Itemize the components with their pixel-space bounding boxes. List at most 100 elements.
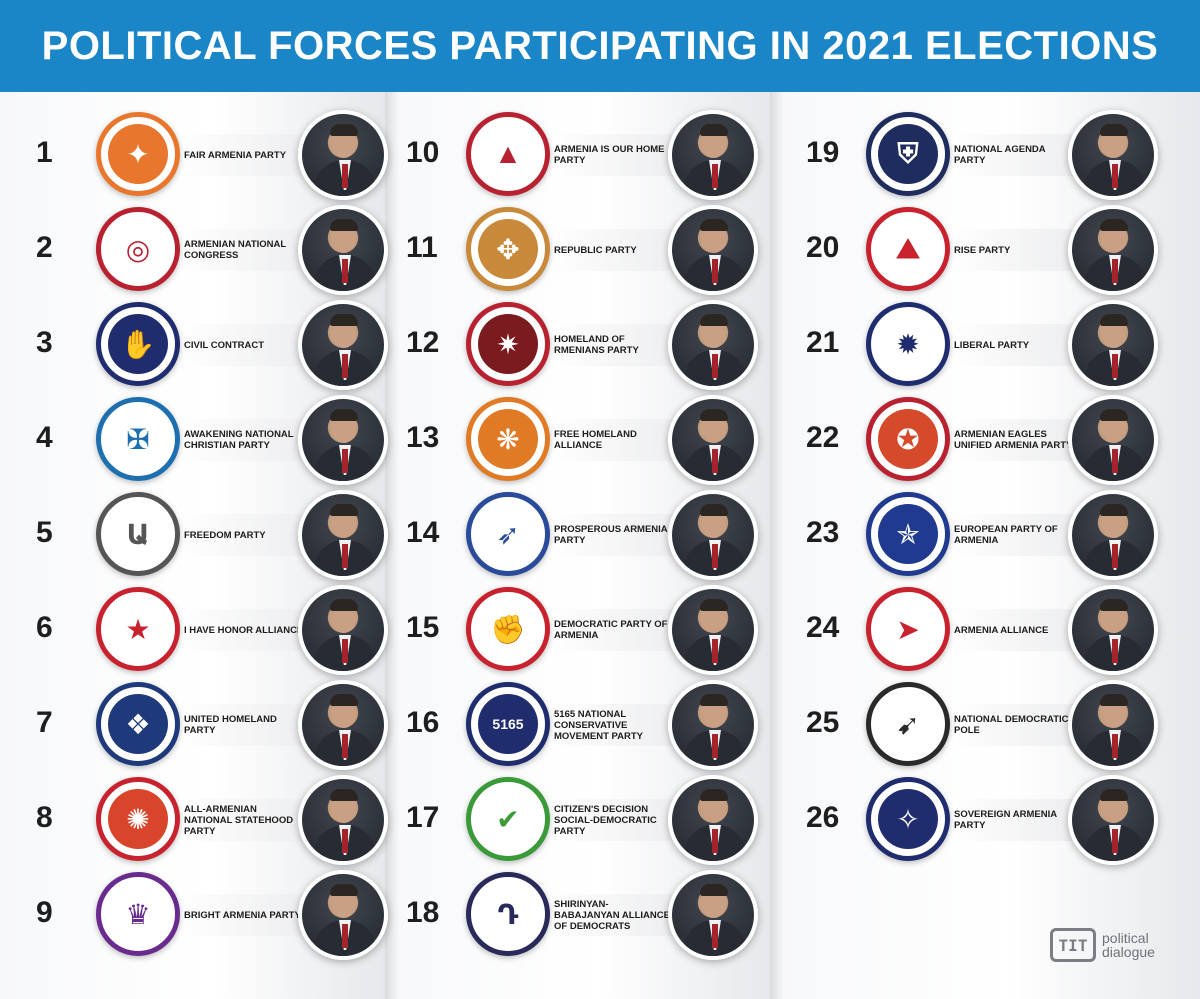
leader-portrait [668,205,758,295]
party-entry: 20 RISE PARTY ⛰ [806,205,1176,297]
party-logo: ✊ [466,587,550,671]
party-emblem-icon: ➹ [878,694,938,754]
party-entry: 24 ARMENIA ALLIANCE ➤ [806,585,1176,677]
leader-portrait [298,205,388,295]
party-entry: 16 5165 NATIONAL CONSERVATIVE MOVEMENT PA… [406,680,776,772]
leader-portrait [668,775,758,865]
party-emblem-icon: ✦ [108,124,168,184]
leader-portrait [1068,775,1158,865]
party-name: ARMENIA ALLIANCE [954,624,1049,636]
party-entry: 7 UNITED HOMELAND PARTY ❖ [36,680,406,772]
party-logo: ⛰ [866,207,950,291]
party-number: 24 [806,611,840,644]
party-number: 3 [36,326,53,359]
party-logo: ★ [96,587,180,671]
party-emblem-icon: ✥ [478,219,538,279]
party-logo: ➤ [866,587,950,671]
party-logo: 5165 [466,682,550,766]
party-name: LIBERAL PARTY [954,339,1030,351]
party-logo: ✪ [866,397,950,481]
leader-portrait [298,585,388,675]
party-number: 16 [406,706,440,739]
party-logo: ➹ [866,682,950,766]
party-number: 25 [806,706,840,739]
party-emblem-icon: ★ [108,599,168,659]
party-entry: 26 SOVEREIGN ARMENIA PARTY ✧ [806,775,1176,867]
party-emblem-icon: ➤ [878,599,938,659]
title-banner: POLITICAL FORCES PARTICIPATING IN 2021 E… [0,0,1200,92]
logo-line-2: dialogue [1102,944,1155,960]
party-emblem-icon: ➶ [478,504,538,564]
party-entry: 25 NATIONAL DEMOCRATIC POLE ➹ [806,680,1176,772]
party-emblem-icon: ✋ [108,314,168,374]
leader-portrait [298,110,388,200]
party-entry: 19 NATIONAL AGENDA PARTY ⛨ [806,110,1176,202]
party-number: 20 [806,231,840,264]
party-entry: 3 CIVIL CONTRACT ✋ [36,300,406,392]
party-emblem-icon: ♛ [108,884,168,944]
party-emblem-icon: ✷ [478,314,538,374]
party-logo: ✋ [96,302,180,386]
party-logo: ✥ [466,207,550,291]
party-number: 23 [806,516,840,549]
party-number: 21 [806,326,840,359]
party-emblem-icon: ⛨ [878,124,938,184]
leader-portrait [668,870,758,960]
party-number: 7 [36,706,53,739]
party-entry: 9 BRIGHT ARMENIA PARTY ♛ [36,870,406,962]
party-name: DEMOCRATIC PARTY OF ARMENIA [554,619,668,641]
party-name: I HAVE HONOR ALLIANCE [184,624,304,636]
leader-portrait [298,395,388,485]
logo-line-1: political [1102,930,1149,946]
party-number: 13 [406,421,440,454]
party-name: BRIGHT ARMENIA PARTY [184,909,301,921]
party-name: NATIONAL DEMOCRATIC POLE [954,714,1069,736]
party-logo: ✯ [866,492,950,576]
party-entry: 18 SHIRINYAN-BABAJANYAN ALLIANCE OF DEMOC… [406,870,776,962]
party-emblem-icon: ⛰ [878,219,938,279]
party-logo: Դ [466,872,550,956]
party-emblem-icon: ◎ [108,219,168,279]
party-name: AWAKENING NATIONAL CHRISTIAN PARTY [184,429,294,451]
leader-portrait [668,395,758,485]
party-name: PROSPEROUS ARMENIA PARTY [554,524,668,546]
party-entry: 12 HOMELAND OF RMENIANS PARTY ✷ [406,300,776,392]
leader-portrait [1068,395,1158,485]
party-number: 17 [406,801,440,834]
speech-bubble-icon: TIT [1050,928,1096,962]
leader-portrait [1068,300,1158,390]
party-emblem-icon: ✯ [878,504,938,564]
leader-portrait [1068,205,1158,295]
party-entry: 5 FREEDOM PARTY Ա [36,490,406,582]
party-name: FAIR ARMENIA PARTY [184,149,287,161]
leader-portrait [668,110,758,200]
column-divider [385,92,399,999]
party-logo: ✦ [96,112,180,196]
party-name: NATIONAL AGENDA PARTY [954,144,1046,166]
party-number: 9 [36,896,53,929]
party-emblem-icon: ✹ [878,314,938,374]
party-emblem-icon: ✺ [108,789,168,849]
party-number: 1 [36,136,53,169]
page-title: POLITICAL FORCES PARTICIPATING IN 2021 E… [41,23,1159,68]
column-divider [770,92,784,999]
party-entry: 21 LIBERAL PARTY ✹ [806,300,1176,392]
party-number: 8 [36,801,53,834]
party-entry: 23 EUROPEAN PARTY OF ARMENIA ✯ [806,490,1176,582]
leader-portrait [298,775,388,865]
party-number: 6 [36,611,53,644]
party-entry: 1 FAIR ARMENIA PARTY ✦ [36,110,406,202]
party-name: SOVEREIGN ARMENIA PARTY [954,809,1057,831]
party-name: ARMENIAN NATIONAL CONGRESS [184,239,287,261]
party-entry: 11 REPUBLIC PARTY ✥ [406,205,776,297]
party-logo: ✔ [466,777,550,861]
party-number: 14 [406,516,440,549]
party-entry: 15 DEMOCRATIC PARTY OF ARMENIA ✊ [406,585,776,677]
leader-portrait [668,490,758,580]
party-entry: 6 I HAVE HONOR ALLIANCE ★ [36,585,406,677]
party-entry: 14 PROSPEROUS ARMENIA PARTY ➶ [406,490,776,582]
party-emblem-icon: ✊ [478,599,538,659]
leader-portrait [1068,680,1158,770]
leader-portrait [1068,585,1158,675]
leader-portrait [668,300,758,390]
